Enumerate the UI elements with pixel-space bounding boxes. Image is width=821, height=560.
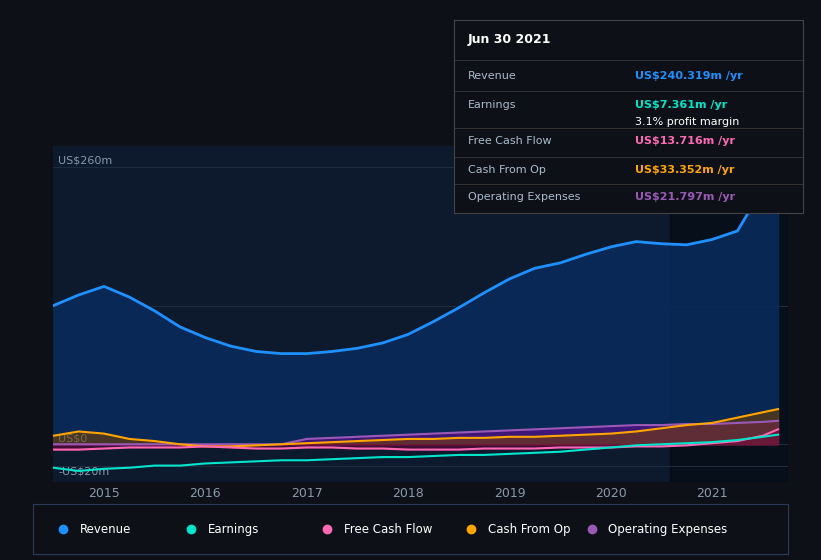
Text: US$13.716m /yr: US$13.716m /yr bbox=[635, 136, 736, 146]
Text: US$0: US$0 bbox=[58, 433, 88, 443]
Text: Revenue: Revenue bbox=[468, 71, 516, 81]
Text: Operating Expenses: Operating Expenses bbox=[468, 192, 580, 202]
Text: Jun 30 2021: Jun 30 2021 bbox=[468, 33, 552, 46]
Text: US$7.361m /yr: US$7.361m /yr bbox=[635, 100, 727, 110]
Text: Operating Expenses: Operating Expenses bbox=[608, 522, 727, 536]
Text: Free Cash Flow: Free Cash Flow bbox=[344, 522, 433, 536]
Text: Earnings: Earnings bbox=[468, 100, 516, 110]
Text: Free Cash Flow: Free Cash Flow bbox=[468, 136, 552, 146]
Text: US$260m: US$260m bbox=[58, 156, 112, 166]
Bar bbox=[670, 146, 788, 482]
Text: Earnings: Earnings bbox=[208, 522, 259, 536]
Text: US$240.319m /yr: US$240.319m /yr bbox=[635, 71, 743, 81]
Text: US$33.352m /yr: US$33.352m /yr bbox=[635, 165, 735, 175]
Text: Cash From Op: Cash From Op bbox=[468, 165, 546, 175]
Text: Revenue: Revenue bbox=[80, 522, 131, 536]
Text: US$21.797m /yr: US$21.797m /yr bbox=[635, 192, 736, 202]
Text: Cash From Op: Cash From Op bbox=[488, 522, 570, 536]
Text: -US$20m: -US$20m bbox=[58, 466, 110, 477]
Text: 3.1% profit margin: 3.1% profit margin bbox=[635, 117, 740, 127]
